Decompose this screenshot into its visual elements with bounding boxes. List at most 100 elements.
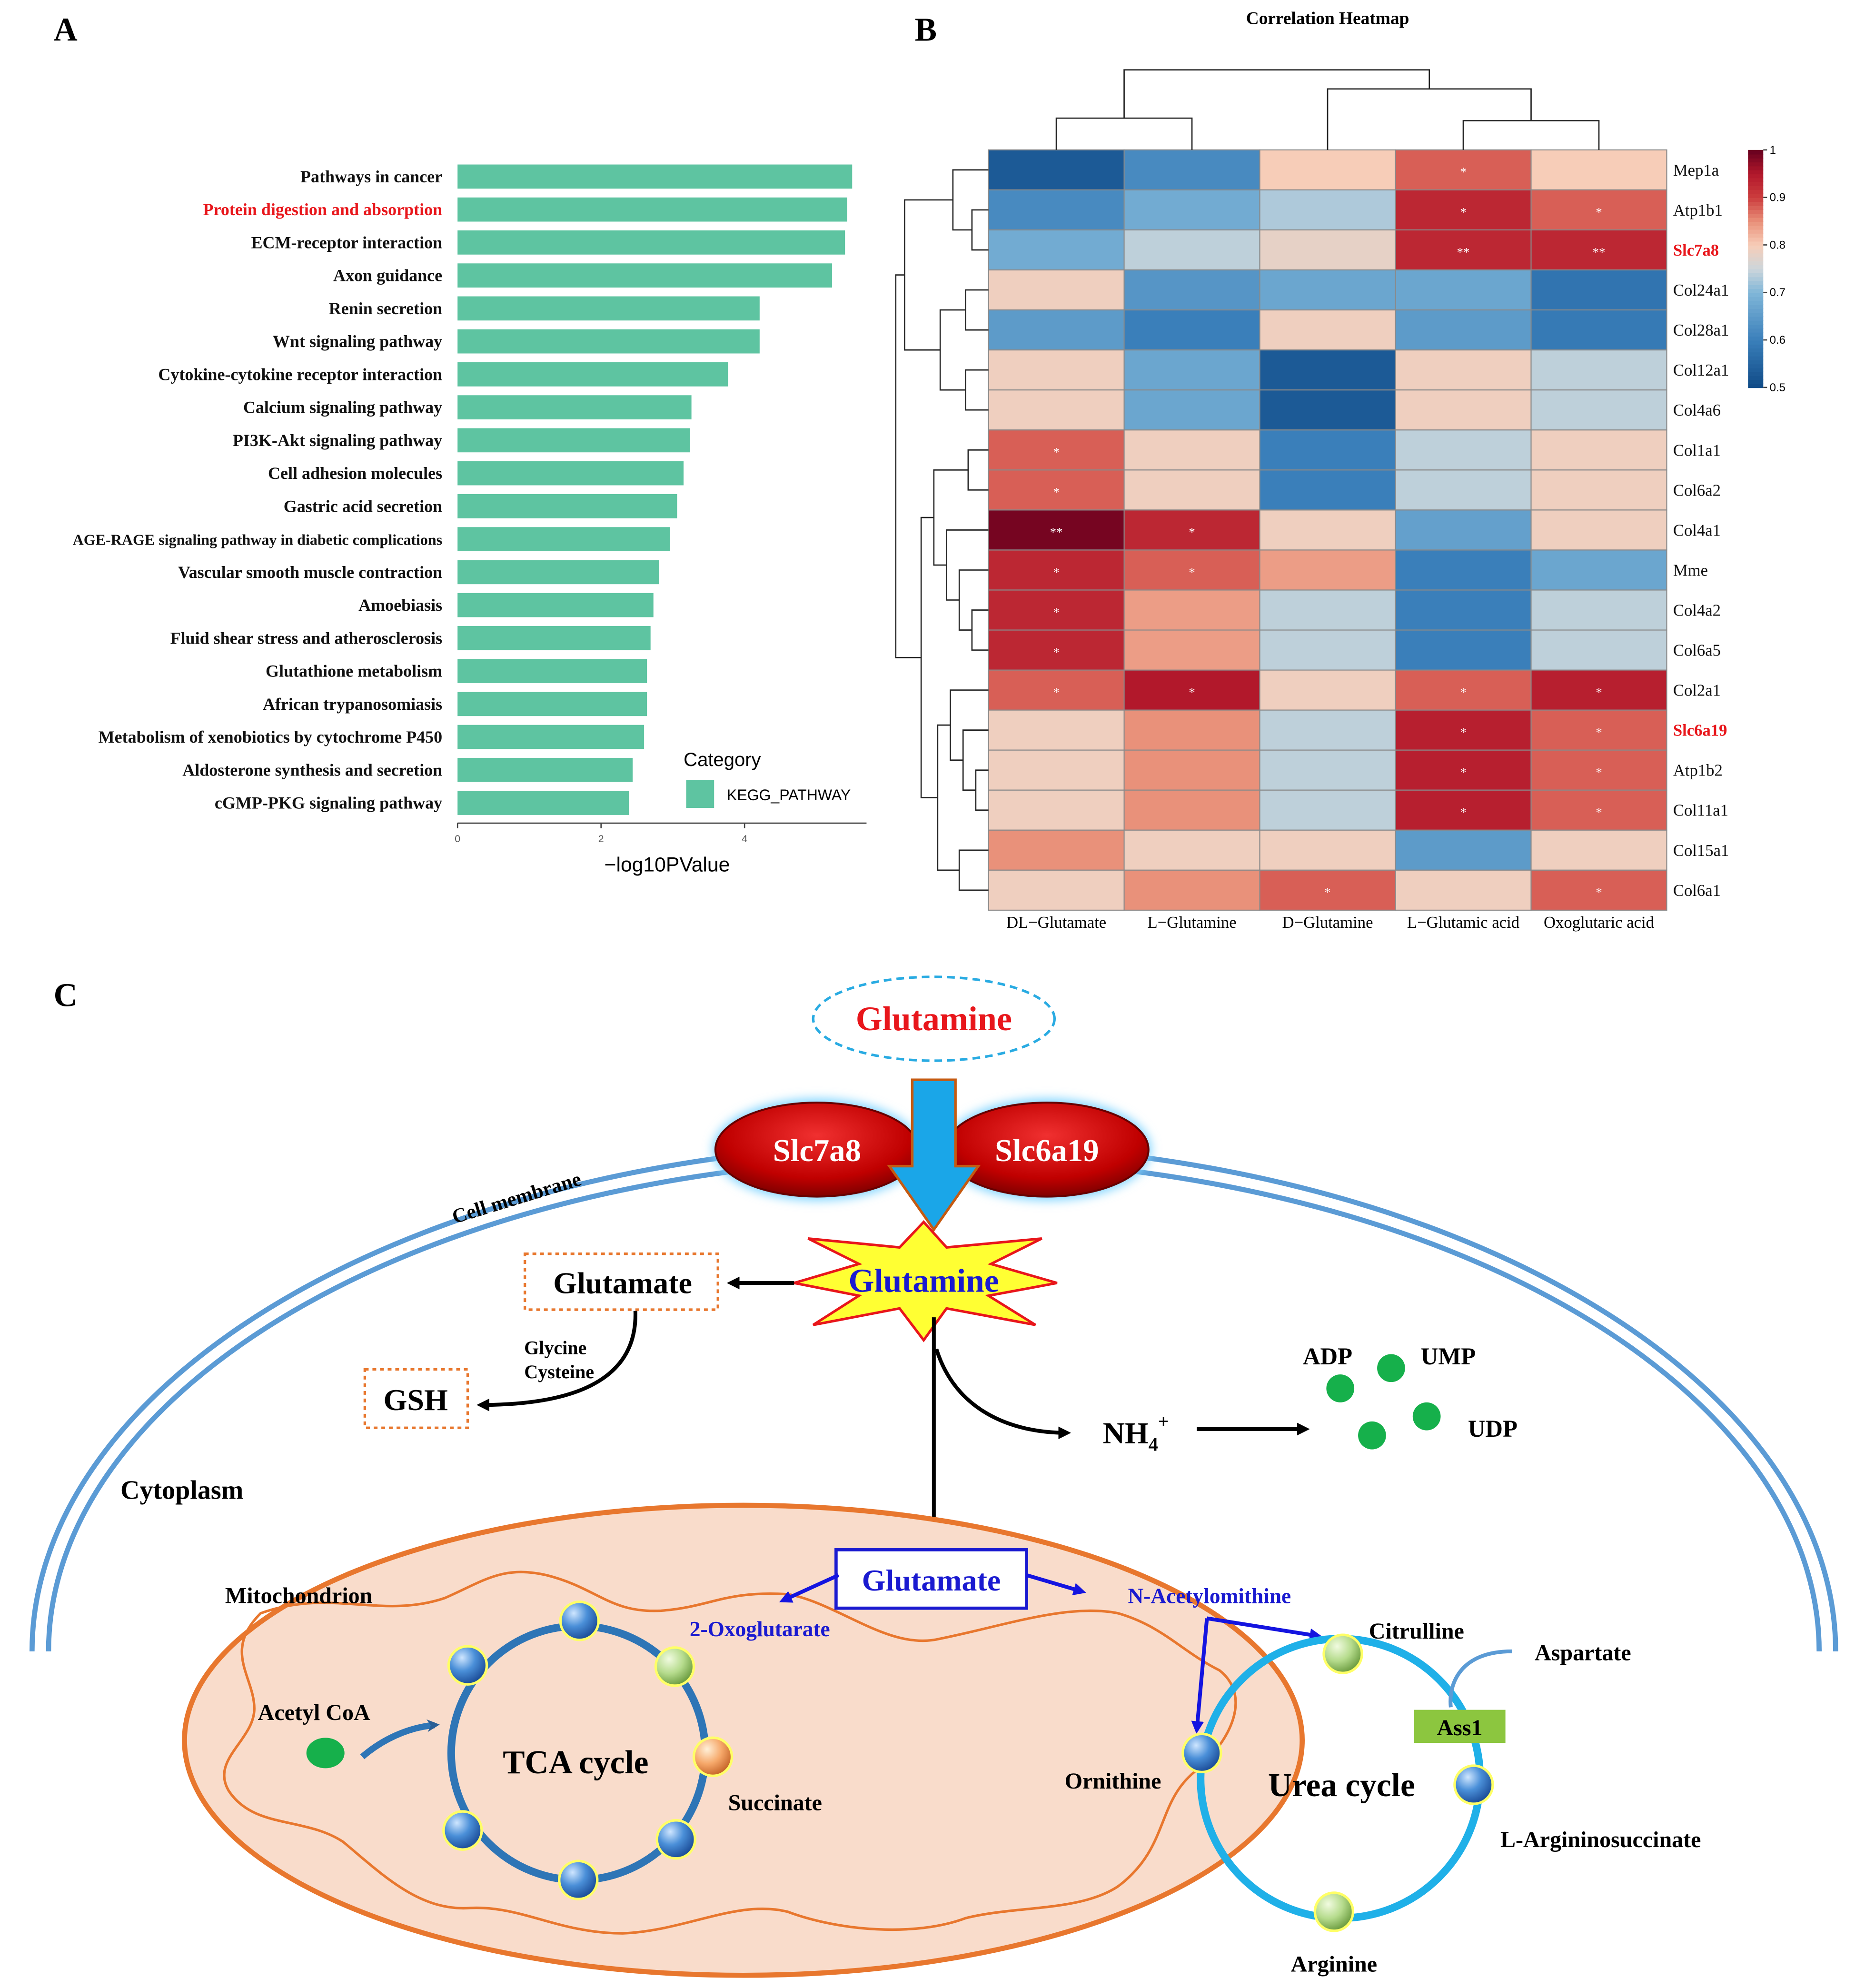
heatmap-cell [1259, 789, 1396, 831]
y-tick-label: Vascular smooth muscle contraction [178, 563, 442, 582]
heatmap-cell [1259, 629, 1396, 671]
heatmap-cell [1259, 349, 1396, 391]
dot [306, 1738, 345, 1769]
heatmap-cell [1259, 829, 1396, 871]
heatmap-cell [1530, 229, 1667, 271]
column-label: L−Glutamine [1148, 913, 1237, 932]
sphere [654, 1646, 695, 1687]
enzyme-box [1414, 1710, 1506, 1743]
sphere [447, 1645, 488, 1686]
sphere [1453, 1764, 1494, 1805]
row-label: Col6a2 [1673, 481, 1721, 499]
colorbar-segment [1748, 296, 1764, 301]
heatmap-cell [1530, 149, 1667, 190]
dendrogram-branch [952, 169, 989, 231]
dendrogram-branch [895, 274, 922, 658]
arrow [1206, 1616, 1323, 1641]
metabolite-label: UDP [1468, 1415, 1518, 1442]
bar [457, 362, 728, 387]
heatmap-cell [1395, 469, 1532, 511]
dendrogram-branch [967, 449, 989, 491]
y-tick-label: Glutathione metabolism [266, 662, 442, 681]
metabolite-label: GSH [384, 1383, 448, 1417]
formula-superscript: + [1158, 1411, 1169, 1432]
heatmap-cell [1530, 189, 1667, 231]
colorbar-segment [1748, 300, 1764, 305]
metabolite-label: N-Acetylomithine [1128, 1584, 1291, 1608]
significance-label: * [1053, 485, 1059, 499]
heatmap-cell [1530, 669, 1667, 711]
heatmap-cell [1259, 549, 1396, 591]
heatmap-cell [1259, 749, 1396, 791]
bar [457, 626, 651, 650]
dendrogram-branch [946, 529, 989, 601]
heatmap-cell [1395, 269, 1532, 311]
sphere [1313, 1891, 1355, 1932]
formula-subscript: 4 [1149, 1433, 1158, 1455]
heatmap-cell [988, 789, 1125, 831]
colorbar-segment [1748, 324, 1764, 329]
dot [1377, 1354, 1405, 1382]
metabolite-label: 2-Oxoglutarate [690, 1617, 830, 1641]
row-label: Col6a5 [1673, 641, 1721, 660]
colorbar-segment [1748, 265, 1764, 269]
bar [457, 692, 647, 716]
colorbar-segment [1748, 336, 1764, 341]
cycle-label: Urea cycle [1268, 1767, 1415, 1804]
arrow [779, 1573, 840, 1603]
star [794, 1220, 1058, 1342]
colorbar-segment [1748, 161, 1764, 167]
row-label: Slc6a19 [1673, 721, 1727, 740]
bar [457, 494, 677, 518]
y-tick-label: Cytokine-cytokine receptor interaction [158, 365, 442, 384]
heatmap-cell [1395, 349, 1532, 391]
dendrogram-branch [965, 289, 989, 331]
colorbar-segment [1748, 308, 1764, 313]
significance-label: ** [1593, 245, 1606, 259]
heatmap-cell [988, 349, 1125, 391]
heatmap-cell [1123, 309, 1260, 351]
colorbar-segment [1748, 312, 1764, 317]
colorbar-segment [1748, 193, 1764, 198]
significance-label: * [1596, 765, 1602, 779]
row-label: Col6a1 [1673, 881, 1721, 900]
heatmap-cell [1395, 829, 1532, 871]
arrow [1026, 1573, 1086, 1595]
y-tick-label: Protein digestion and absorption [203, 200, 443, 219]
colorbar-segment [1748, 217, 1764, 222]
y-tick-label: Calcium signaling pathway [243, 398, 442, 417]
heatmap-cell [1259, 149, 1396, 190]
colorbar-segment [1748, 348, 1764, 353]
significance-label: * [1596, 205, 1602, 219]
colorbar-segment [1748, 173, 1764, 179]
y-tick-label: Gastric acid secretion [284, 497, 442, 516]
heatmap-cell [1259, 469, 1396, 511]
box [363, 1368, 469, 1429]
y-tick-label: Cell adhesion molecules [268, 464, 442, 483]
row-label: Atp1b2 [1673, 761, 1723, 780]
dendrogram-branch [1123, 69, 1430, 119]
y-tick-label: Metabolism of xenobiotics by cytochrome … [99, 727, 443, 746]
chart-title: Correlation Heatmap [1246, 9, 1409, 29]
colorbar-segment [1748, 253, 1764, 258]
arrow [1448, 1649, 1512, 1708]
import-arrow [887, 1078, 981, 1232]
metabolite-label: Aspartate [1535, 1640, 1631, 1666]
heatmap-cell [1259, 189, 1396, 231]
column-label: DL−Glutamate [1006, 913, 1106, 932]
heatmap-cell [1259, 309, 1396, 351]
colorbar-segment [1748, 268, 1764, 274]
colorbar-segment [1748, 379, 1764, 384]
enzyme-label: Ass1 [1437, 1715, 1483, 1740]
heatmap-cell [988, 589, 1125, 631]
colorbar-segment [1748, 352, 1764, 357]
panel-label: C [54, 977, 78, 1014]
colorbar-segment [1748, 371, 1764, 377]
heatmap-cell [1259, 589, 1396, 631]
colorbar-tick-label: 0.6 [1770, 334, 1786, 347]
dendrogram-branch [971, 609, 989, 651]
heatmap-cell [1395, 869, 1532, 911]
colorbar-segment [1748, 154, 1764, 159]
colorbar-segment [1748, 363, 1764, 368]
colorbar-segment [1748, 368, 1764, 372]
